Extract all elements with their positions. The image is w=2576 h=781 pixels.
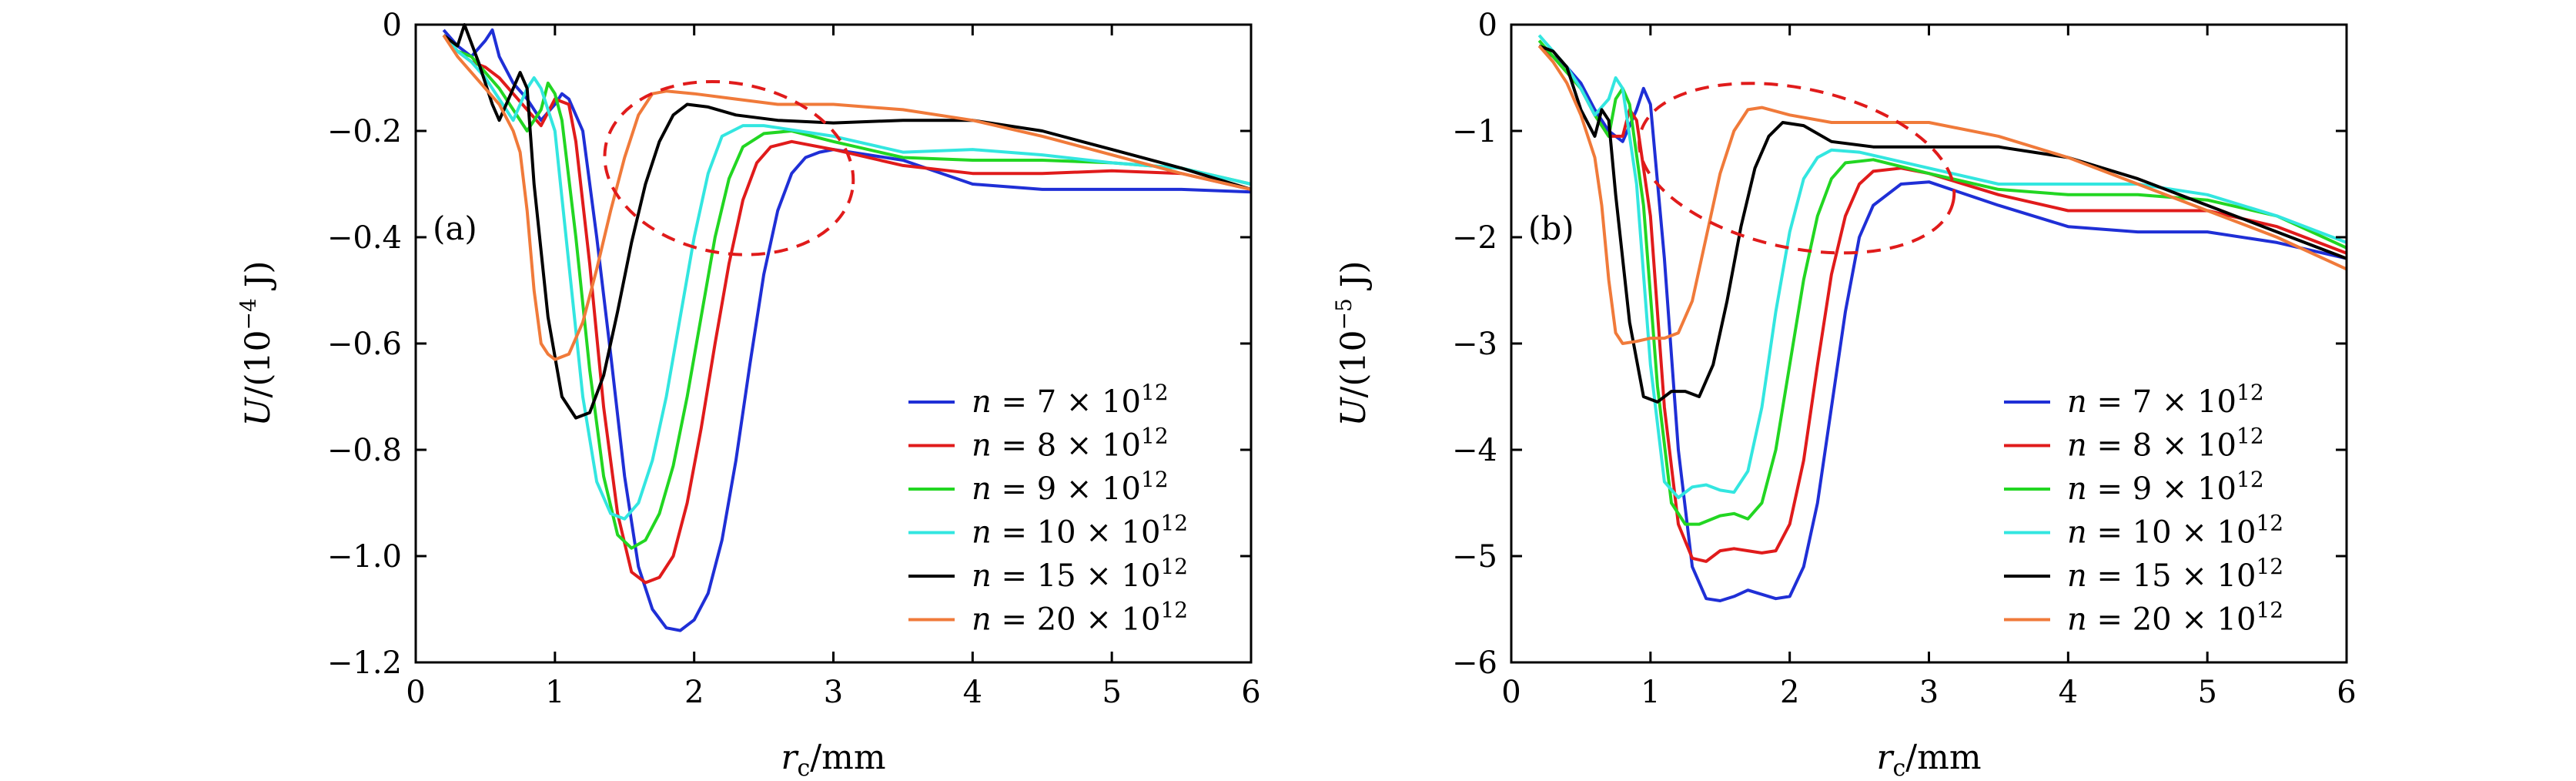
x-tick-label: 5 — [2197, 675, 2216, 710]
y-tick-label: −5 — [1452, 539, 1497, 575]
legend-entry-n15: n = 15 × 1012 — [972, 554, 1188, 594]
legend-entry-n7: n = 7 × 1012 — [2067, 380, 2264, 420]
chart-panel-a: 0 1 2 3 4 5 6 0 −0.2 −0.4 −0.6 −0.8 −1.0 −1.2 rc/mm U/(… — [236, 8, 1261, 781]
legend-entry-n20: n = 20 × 1012 — [2067, 598, 2283, 638]
x-tick-label: 0 — [1501, 675, 1521, 710]
y-tick-label: −1.2 — [327, 645, 402, 681]
series-line-n8 — [1537, 45, 2347, 563]
series-line-n10 — [1537, 34, 2347, 500]
y-axis-label: U/(10−5 J) — [1331, 260, 1373, 426]
x-tick-label: 0 — [406, 675, 425, 710]
legend-entry-n15: n = 15 × 1012 — [2067, 554, 2283, 594]
y-tick-label: −0.6 — [327, 327, 402, 362]
x-tick-label: 3 — [824, 675, 843, 710]
y-tick-label: −4 — [1452, 433, 1497, 468]
legend-entry-n8: n = 8 × 1012 — [2067, 424, 2264, 464]
legend-entry-n9: n = 9 × 1012 — [972, 467, 1169, 507]
x-tick-label: 4 — [2059, 675, 2078, 710]
x-tick-label: 6 — [2337, 675, 2356, 710]
y-tick-label: 0 — [1478, 8, 1497, 43]
legend-entry-n10: n = 10 × 1012 — [2067, 511, 2283, 551]
y-tick-label: −0.2 — [327, 114, 402, 149]
y-axis-label: U/(10−4 J) — [236, 260, 278, 426]
series-line-n15 — [442, 23, 1252, 420]
x-tick-label: 6 — [1241, 675, 1260, 710]
y-tick-label: −1.0 — [327, 539, 402, 575]
x-tick-label: 4 — [963, 675, 982, 710]
series-line-n20 — [442, 34, 1252, 361]
x-tick-label: 1 — [1641, 675, 1660, 710]
chart-panel-b: 0 1 2 3 4 5 6 0 −1 −2 −3 −4 −5 −6 rc/mm U/(10−5 J) (b) n … — [1331, 8, 2357, 781]
legend-entry-n9: n = 9 × 1012 — [2067, 467, 2264, 507]
x-tick-label: 5 — [1102, 675, 1121, 710]
y-tick-label: −3 — [1452, 327, 1497, 362]
y-tick-label: −0.4 — [327, 220, 402, 256]
highlight-ellipse — [1638, 82, 1956, 255]
x-axis-label: rc/mm — [1876, 738, 1981, 781]
y-tick-label: −6 — [1452, 645, 1497, 681]
series-line-n8 — [442, 34, 1252, 585]
panel-label: (b) — [1528, 209, 1574, 247]
legend-entry-n10: n = 10 × 1012 — [972, 511, 1188, 551]
y-tick-label: −2 — [1452, 220, 1497, 256]
legend-entry-n7: n = 7 × 1012 — [972, 380, 1169, 420]
legend-entry-n20: n = 20 × 1012 — [972, 598, 1188, 638]
y-tick-label: 0 — [383, 8, 402, 43]
x-tick-label: 2 — [684, 675, 704, 710]
y-tick-label: −1 — [1452, 114, 1497, 149]
series-line-n9 — [442, 34, 1252, 550]
y-tick-label: −0.8 — [327, 433, 402, 468]
series-line-n10 — [442, 34, 1252, 521]
highlight-ellipse — [603, 79, 855, 256]
x-tick-label: 3 — [1919, 675, 1939, 710]
series-line-n20 — [1537, 45, 2347, 345]
x-axis-label: rc/mm — [781, 738, 885, 781]
series-line-n15 — [1538, 44, 2347, 404]
legend-entry-n8: n = 8 × 1012 — [972, 424, 1169, 464]
x-tick-label: 1 — [545, 675, 564, 710]
x-tick-label: 2 — [1780, 675, 1799, 710]
panel-label: (a) — [433, 209, 477, 247]
